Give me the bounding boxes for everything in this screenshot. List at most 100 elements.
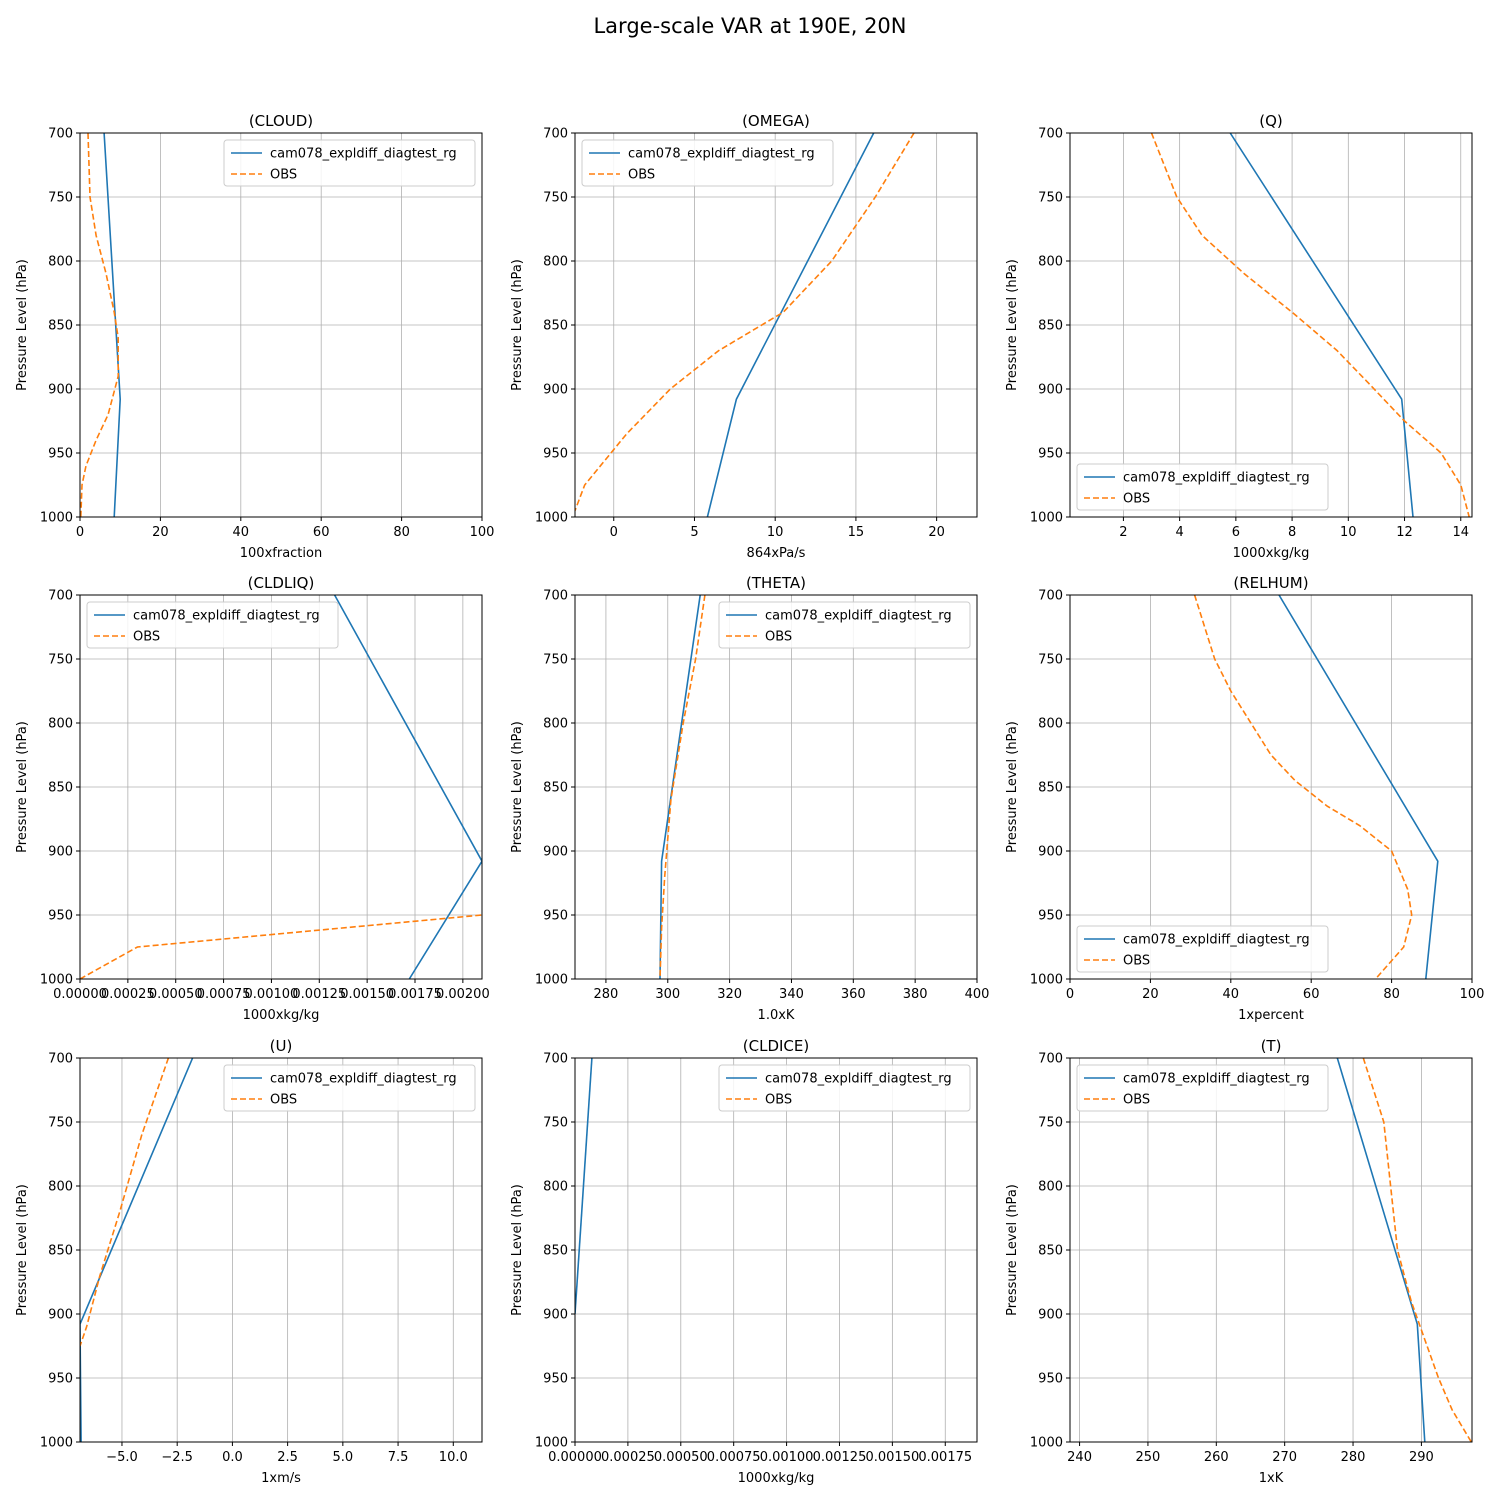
legend-label: OBS bbox=[270, 1093, 297, 1108]
y-tick-label: 800 bbox=[48, 255, 73, 270]
y-tick-label: 850 bbox=[543, 781, 568, 796]
x-tick-label: −2.5 bbox=[161, 1450, 193, 1465]
x-axis-label: 1xm/s bbox=[261, 1471, 301, 1486]
x-tick-label: 80 bbox=[1383, 987, 1400, 1002]
y-tick-label: 850 bbox=[543, 1244, 568, 1259]
x-tick-label: 400 bbox=[965, 987, 990, 1002]
subplot-cloud: 0 20 40 60 80 100 700 750 800 850 900 950 1000 (CLOUD… bbox=[15, 112, 494, 561]
subplot-omega: 0 5 10 15 20 700 750 800 850 900 950 1000 (OMEGA) 864… bbox=[510, 112, 978, 561]
legend-label: cam078_expldiff_diagtest_rg bbox=[765, 1072, 952, 1087]
legend-label: OBS bbox=[133, 630, 160, 645]
y-tick-label: 800 bbox=[543, 1180, 568, 1195]
y-tick-label: 750 bbox=[1038, 191, 1063, 206]
y-tick-label: 950 bbox=[543, 909, 568, 924]
y-axis-label: Pressure Level (hPa) bbox=[510, 1184, 525, 1316]
legend: cam078_expldiff_diagtest_rg OBS bbox=[223, 1064, 476, 1112]
y-tick-label: 700 bbox=[48, 589, 73, 604]
x-tick-label: 0.0 bbox=[222, 1450, 243, 1465]
x-tick-label: 0.00100 bbox=[760, 1450, 814, 1465]
y-tick-label: 700 bbox=[1038, 127, 1063, 142]
series-line-obs bbox=[1193, 595, 1413, 979]
x-tick-label: 320 bbox=[717, 987, 742, 1002]
x-tick-label: 100 bbox=[470, 525, 495, 540]
legend-label: cam078_expldiff_diagtest_rg bbox=[270, 1072, 457, 1087]
y-axis-label: Pressure Level (hPa) bbox=[15, 721, 30, 853]
x-axis-label: 1000xkg/kg bbox=[1233, 546, 1310, 561]
x-axis-label: 1xpercent bbox=[1238, 1008, 1304, 1023]
x-tick-label: 280 bbox=[594, 987, 619, 1002]
x-tick-label: 0.00150 bbox=[865, 1450, 919, 1465]
legend-box bbox=[86, 601, 339, 649]
legend-label: OBS bbox=[765, 1093, 792, 1108]
x-tick-label: 380 bbox=[903, 987, 928, 1002]
x-tick-label: 8 bbox=[1288, 525, 1296, 540]
x-tick-label: 0.00100 bbox=[245, 987, 299, 1002]
series-line-model bbox=[103, 133, 122, 517]
x-tick-label: 5 bbox=[690, 525, 698, 540]
legend-label: cam078_expldiff_diagtest_rg bbox=[270, 147, 457, 162]
subplot-title: (CLOUD) bbox=[249, 112, 313, 130]
y-tick-label: 700 bbox=[48, 127, 73, 142]
legend-box bbox=[718, 601, 971, 649]
y-tick-label: 800 bbox=[1038, 1180, 1063, 1195]
subplot-q: 2 4 6 8 10 12 14 700 750 800 850 900 950 1000 (Q) 1000x… bbox=[1005, 112, 1473, 561]
y-axis-label: Pressure Level (hPa) bbox=[1005, 259, 1020, 391]
legend-label: OBS bbox=[765, 630, 792, 645]
y-tick-label: 1000 bbox=[40, 1436, 73, 1451]
x-tick-label: 0.00000 bbox=[53, 987, 107, 1002]
x-tick-label: −5.0 bbox=[106, 1450, 138, 1465]
y-tick-label: 900 bbox=[48, 1308, 73, 1323]
y-tick-label: 750 bbox=[48, 191, 73, 206]
x-tick-label: 0.00000 bbox=[548, 1450, 602, 1465]
y-tick-label: 900 bbox=[1038, 383, 1063, 398]
y-tick-label: 950 bbox=[48, 1372, 73, 1387]
x-tick-label: 0.00075 bbox=[197, 987, 251, 1002]
y-tick-label: 750 bbox=[543, 653, 568, 668]
series-line-obs bbox=[1150, 133, 1470, 517]
x-tick-label: 40 bbox=[1223, 987, 1240, 1002]
legend-label: OBS bbox=[1123, 1093, 1150, 1108]
x-tick-label: 340 bbox=[779, 987, 804, 1002]
subplot-title: (CLDLIQ) bbox=[248, 574, 315, 592]
y-tick-label: 750 bbox=[1038, 653, 1063, 668]
x-tick-label: 60 bbox=[313, 525, 330, 540]
legend-box bbox=[718, 1064, 971, 1112]
y-tick-label: 750 bbox=[48, 653, 73, 668]
x-tick-label: 0.00050 bbox=[149, 987, 203, 1002]
y-axis-label: Pressure Level (hPa) bbox=[1005, 721, 1020, 853]
y-tick-label: 800 bbox=[1038, 255, 1063, 270]
subplot-relhum: 0 20 40 60 80 100 700 750 800 850 900 950 1000 (RELHU… bbox=[1005, 574, 1484, 1023]
series-line-model bbox=[1278, 595, 1439, 979]
legend-label: OBS bbox=[1123, 954, 1150, 969]
series-line-obs bbox=[80, 133, 119, 517]
y-tick-label: 700 bbox=[1038, 589, 1063, 604]
y-tick-label: 1000 bbox=[1030, 1436, 1063, 1451]
legend-box bbox=[223, 1064, 476, 1112]
x-tick-label: 260 bbox=[1204, 1450, 1229, 1465]
y-tick-label: 900 bbox=[48, 845, 73, 860]
y-tick-label: 850 bbox=[543, 319, 568, 334]
subplot-title: (T) bbox=[1261, 1037, 1282, 1055]
legend-box bbox=[1076, 925, 1329, 973]
x-tick-label: 7.5 bbox=[388, 1450, 409, 1465]
x-axis-label: 1.0xK bbox=[758, 1008, 795, 1023]
series-line-model bbox=[333, 595, 482, 979]
y-axis-label: Pressure Level (hPa) bbox=[1005, 1184, 1020, 1316]
y-tick-label: 800 bbox=[543, 717, 568, 732]
legend-label: cam078_expldiff_diagtest_rg bbox=[133, 609, 320, 624]
y-tick-label: 750 bbox=[48, 1116, 73, 1131]
y-tick-label: 900 bbox=[543, 383, 568, 398]
y-tick-label: 850 bbox=[1038, 781, 1063, 796]
subplot-cldice: 0.00000 0.00025 0.00050 0.00075 0.00100 0.001… bbox=[510, 1037, 978, 1486]
x-tick-label: 10.0 bbox=[439, 1450, 468, 1465]
y-tick-label: 850 bbox=[1038, 319, 1063, 334]
x-tick-label: 0 bbox=[1066, 987, 1074, 1002]
x-tick-label: 20 bbox=[928, 525, 945, 540]
subplot-u: −5.0 −2.5 0.0 2.5 5.0 7.5 10.0 700 750 800 850 900 9… bbox=[15, 1037, 483, 1486]
y-tick-label: 850 bbox=[48, 319, 73, 334]
figure-title: Large-scale VAR at 190E, 20N bbox=[593, 14, 907, 38]
legend: cam078_expldiff_diagtest_rg OBS bbox=[718, 601, 971, 649]
y-tick-label: 900 bbox=[48, 383, 73, 398]
y-tick-label: 850 bbox=[1038, 1244, 1063, 1259]
